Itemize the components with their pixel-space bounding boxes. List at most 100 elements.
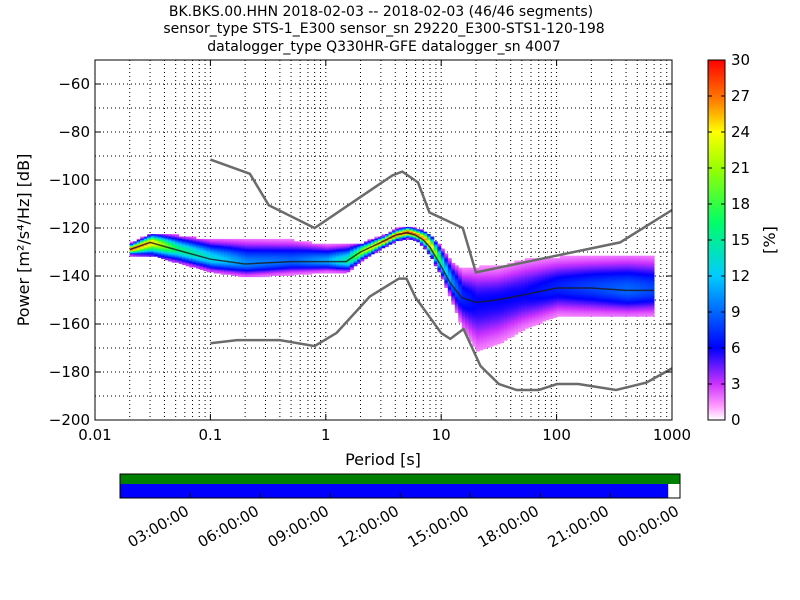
heatmap-cell (458, 276, 463, 279)
heatmap-cell (468, 322, 473, 326)
heatmap-cell (514, 272, 519, 275)
heatmap-cell (360, 256, 365, 260)
heatmap-cell (269, 268, 274, 272)
heatmap-cell (283, 248, 288, 251)
heatmap-cell (601, 266, 606, 269)
heatmap-cell (531, 272, 536, 275)
heatmap-cell (332, 271, 337, 274)
heatmap-cell (493, 328, 498, 332)
heatmap-cell (412, 235, 417, 238)
heatmap-cell (461, 312, 466, 315)
heatmap-cell (496, 300, 501, 303)
heatmap-cell (276, 254, 281, 257)
heatmap-cell (262, 255, 267, 258)
heatmap-cell (374, 248, 379, 251)
heatmap-cell (451, 264, 456, 267)
heatmap-cell (136, 240, 141, 243)
heatmap-cell (535, 282, 540, 285)
heatmap-cell (482, 290, 487, 293)
heatmap-cell (531, 282, 536, 285)
heatmap-cell (454, 268, 459, 272)
heatmap-cell (598, 307, 602, 310)
heatmap-cell (461, 279, 466, 282)
heatmap-cell (468, 278, 473, 281)
heatmap-cell (475, 310, 480, 314)
heatmap-cell (367, 253, 372, 256)
heatmap-cell (524, 278, 529, 281)
heatmap-cell (437, 256, 442, 260)
heatmap-cell (426, 252, 431, 255)
heatmap-cell (273, 249, 277, 252)
heatmap-cell (580, 274, 585, 278)
heatmap-cell (248, 252, 253, 255)
heatmap-cell (430, 255, 435, 258)
heatmap-cell (601, 312, 606, 315)
heatmap-cell (608, 300, 613, 303)
heatmap-cell (528, 300, 533, 303)
heatmap-cell (447, 290, 452, 293)
heatmap-cell (388, 237, 393, 240)
heatmap-cell (573, 284, 578, 287)
heatmap-cell (563, 270, 568, 273)
heatmap-cell (566, 290, 571, 293)
heatmap-cell (447, 288, 452, 291)
heatmap-cell (552, 259, 557, 262)
heatmap-cell (566, 273, 571, 276)
heatmap-cell (224, 248, 228, 251)
heatmap-cell (549, 277, 554, 280)
heatmap-cell (626, 288, 630, 291)
heatmap-cell (206, 264, 211, 267)
heatmap-cell (353, 248, 358, 251)
heatmap-cell (482, 339, 487, 342)
heatmap-cell (192, 255, 197, 258)
heatmap-cell (304, 271, 309, 274)
heatmap-cell (500, 284, 505, 287)
heatmap-cell (622, 258, 627, 261)
heatmap-cell (308, 262, 312, 266)
heatmap-cell (419, 232, 424, 236)
heatmap-cell (220, 240, 225, 243)
heatmap-cell (633, 295, 637, 298)
heatmap-cell (535, 261, 540, 264)
heatmap-cell (266, 265, 270, 268)
heatmap-cell (608, 262, 613, 266)
heatmap-cell (566, 288, 571, 291)
heatmap-cell (472, 295, 477, 298)
heatmap-cell (280, 264, 284, 267)
heatmap-cell (626, 268, 630, 272)
heatmap-cell (598, 277, 602, 280)
heatmap-cell (238, 246, 242, 249)
heatmap-cell (535, 284, 540, 287)
heatmap-cell (573, 270, 578, 273)
heatmap-cell (514, 276, 519, 279)
heatmap-cell (503, 282, 508, 285)
heatmap-cell (517, 279, 522, 282)
heatmap-cell (486, 344, 491, 347)
heatmap-cell (381, 234, 386, 237)
heatmap-cell (440, 272, 445, 275)
heatmap-cell (349, 244, 354, 248)
heatmap-cell (605, 308, 609, 311)
heatmap-cell (542, 290, 547, 293)
heatmap-cell (164, 258, 169, 261)
heatmap-cell (245, 264, 249, 267)
heatmap-cell (615, 310, 620, 314)
heatmap-cell (496, 306, 501, 309)
heatmap-cell (493, 314, 498, 317)
heatmap-cell (479, 320, 484, 323)
heatmap-cell (538, 284, 543, 287)
heatmap-cell (356, 258, 361, 261)
heatmap-cell (161, 238, 165, 242)
heatmap-cell (608, 303, 613, 306)
heatmap-cell (161, 246, 165, 249)
heatmap-cell (133, 249, 138, 252)
heatmap-cell (629, 308, 634, 311)
heatmap-cell (594, 306, 599, 309)
heatmap-cell (217, 268, 221, 272)
heatmap-cell (433, 259, 438, 262)
heatmap-cell (598, 262, 602, 266)
heatmap-cell (489, 286, 494, 290)
heatmap-cell (563, 256, 568, 260)
heatmap-cell (500, 320, 505, 323)
heatmap-cell (150, 243, 155, 246)
